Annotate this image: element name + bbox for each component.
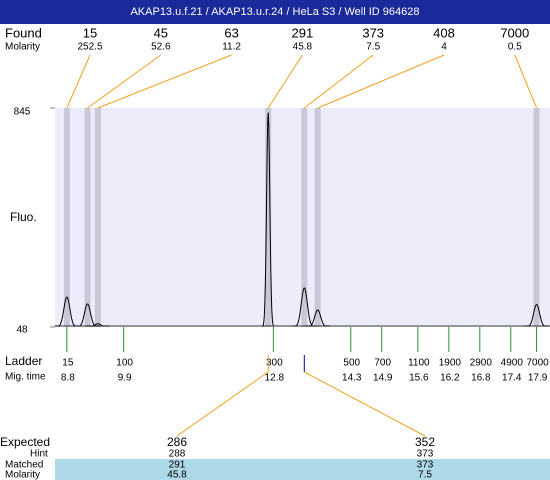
expected-size: 352 (415, 435, 435, 449)
y-label: Fluo. (10, 210, 37, 224)
expected-connector (176, 371, 269, 437)
title: AKAP13.u.f.21 / AKAP13.u.r.24 / HeLa S3 … (130, 6, 419, 18)
peak (54, 296, 79, 327)
mig-time: 16.8 (471, 373, 491, 384)
found-size: 63 (224, 25, 238, 40)
found-band (84, 108, 91, 327)
ladder-label: Ladder (5, 354, 42, 368)
ladder-size: 7000 (526, 358, 549, 369)
mig-time: 17.9 (528, 373, 548, 384)
mig-time: 16.2 (440, 373, 460, 384)
expected-molarity: 7.5 (418, 470, 432, 480)
peak (75, 303, 100, 327)
found-size: 291 (292, 25, 314, 40)
mig-time: 17.4 (502, 373, 522, 384)
found-band (314, 108, 321, 327)
peak (524, 303, 549, 327)
found-band (63, 108, 70, 327)
matched: 373 (417, 460, 434, 471)
found-connector (514, 54, 538, 109)
found-molarity: 252.5 (77, 42, 102, 53)
found-label: Found (5, 25, 42, 40)
ladder-size: 2900 (470, 358, 493, 369)
found-band (265, 108, 272, 327)
mig-time: 15.6 (409, 373, 429, 384)
found-size: 45 (154, 25, 168, 40)
found-connector (267, 54, 303, 109)
hint-label: Hint (30, 449, 48, 460)
matched-band (55, 459, 550, 480)
ladder-size: 15 (62, 358, 74, 369)
ladder-size: 100 (116, 358, 133, 369)
ladder-size: 500 (343, 358, 360, 369)
found-band (94, 108, 101, 327)
molarity-label: Molarity (5, 42, 40, 53)
mig-time-label: Mig. time (5, 372, 46, 383)
mig-time: 12.8 (265, 373, 285, 384)
mig-time: 14.9 (373, 373, 393, 384)
found-size: 7000 (500, 25, 529, 40)
peak (85, 323, 110, 327)
hint: 373 (417, 449, 434, 460)
found-connector (66, 54, 91, 109)
mig-time: 9.9 (118, 373, 132, 384)
found-molarity: 45.8 (293, 42, 313, 53)
found-band (301, 108, 308, 327)
found-connector (304, 54, 374, 109)
found-molarity: 52.6 (151, 42, 171, 53)
matched-label: Matched (5, 460, 43, 471)
header-bar (0, 0, 550, 24)
hint: 288 (169, 449, 186, 460)
peak (305, 309, 330, 327)
mig-time: 8.8 (61, 373, 75, 384)
found-size: 408 (433, 25, 455, 40)
y-tick-label: 48 (16, 325, 28, 336)
ladder-size: 700 (374, 358, 391, 369)
found-molarity: 4 (441, 42, 447, 53)
ladder-size: 1900 (439, 358, 462, 369)
ladder-size: 1100 (408, 358, 430, 369)
found-molarity: 7.5 (366, 42, 380, 53)
found-molarity: 0.5 (508, 42, 522, 53)
matched: 291 (169, 460, 186, 471)
found-connector (97, 54, 232, 109)
peak (261, 112, 275, 327)
expected-molarity: 45.8 (167, 470, 187, 480)
found-band (533, 108, 540, 327)
expected-molarity-label: Molarity (5, 470, 40, 480)
ladder-size: 300 (266, 358, 283, 369)
mig-time: 14.3 (342, 373, 362, 384)
expected-connector (304, 371, 426, 437)
found-size: 373 (362, 25, 384, 40)
found-connector (317, 54, 445, 109)
peak (292, 287, 317, 327)
found-molarity: 11.2 (222, 42, 241, 53)
expected-label: Expected (0, 435, 50, 449)
found-size: 15 (83, 25, 97, 40)
found-connector (87, 54, 162, 109)
ladder-size: 4900 (501, 358, 524, 369)
y-tick-label: 845 (14, 107, 31, 118)
expected-size: 286 (167, 435, 187, 449)
